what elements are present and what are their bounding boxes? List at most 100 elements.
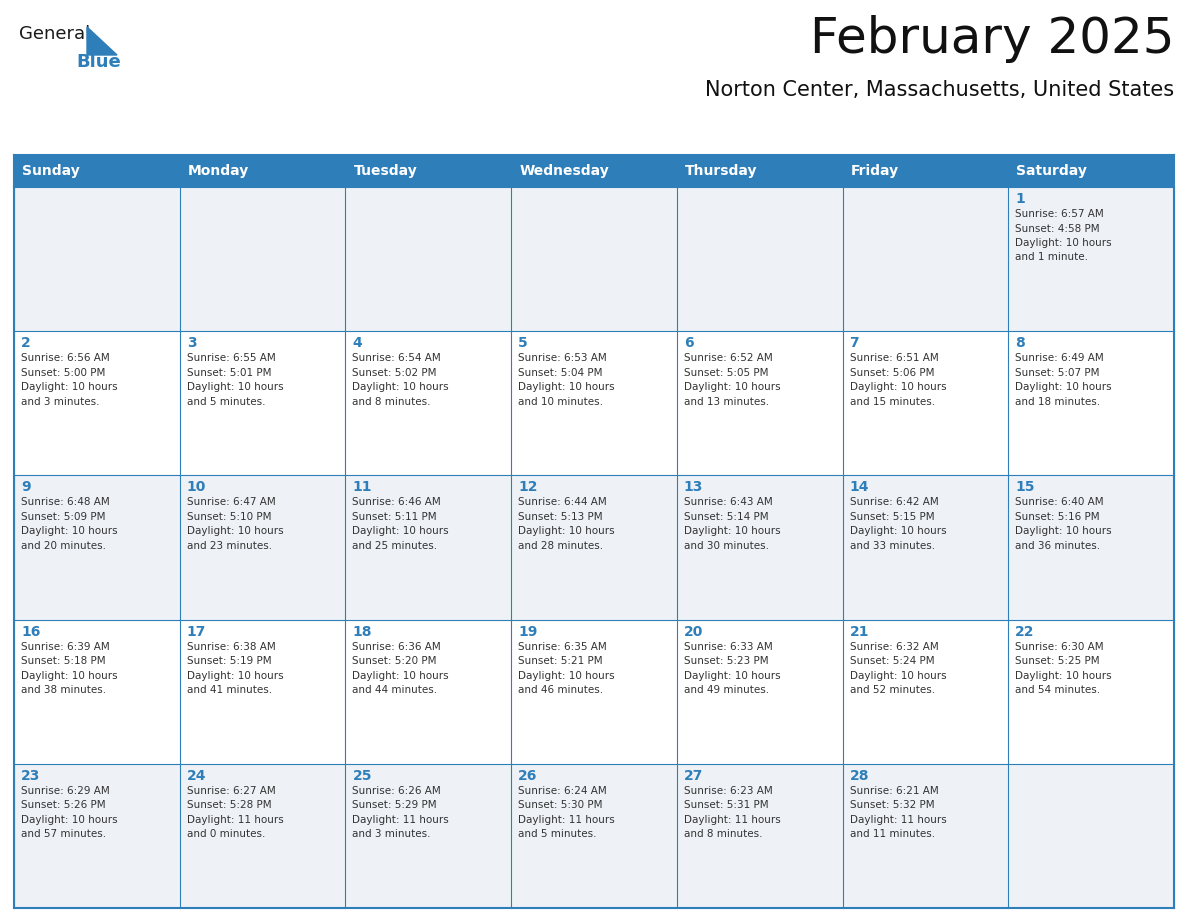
Text: Sunday: Sunday [23, 164, 80, 178]
Text: 11: 11 [353, 480, 372, 495]
Text: 12: 12 [518, 480, 538, 495]
Text: Daylight: 11 hours: Daylight: 11 hours [187, 815, 284, 824]
Text: 17: 17 [187, 624, 206, 639]
Text: 15: 15 [1016, 480, 1035, 495]
Bar [346, 620, 511, 764]
Text: and 41 minutes.: and 41 minutes. [187, 685, 272, 695]
Text: Sunset: 5:26 PM: Sunset: 5:26 PM [21, 800, 106, 811]
Text: 23: 23 [21, 768, 40, 783]
Text: Daylight: 10 hours: Daylight: 10 hours [1016, 382, 1112, 392]
Text: Sunset: 5:16 PM: Sunset: 5:16 PM [1016, 512, 1100, 522]
Text: February 2025: February 2025 [809, 15, 1174, 63]
Text: and 10 minutes.: and 10 minutes. [518, 397, 604, 407]
Bar [179, 476, 346, 620]
Bar [842, 764, 1009, 908]
Text: Daylight: 10 hours: Daylight: 10 hours [518, 526, 614, 536]
Text: Daylight: 10 hours: Daylight: 10 hours [21, 815, 118, 824]
Text: 25: 25 [353, 768, 372, 783]
Text: and 20 minutes.: and 20 minutes. [21, 541, 106, 551]
Text: Daylight: 10 hours: Daylight: 10 hours [187, 671, 284, 680]
Bar [14, 764, 179, 908]
Text: Sunset: 5:04 PM: Sunset: 5:04 PM [518, 368, 602, 377]
Text: and 46 minutes.: and 46 minutes. [518, 685, 604, 695]
Text: and 38 minutes.: and 38 minutes. [21, 685, 106, 695]
Bar [14, 620, 179, 764]
Bar [14, 187, 179, 331]
Text: Sunrise: 6:27 AM: Sunrise: 6:27 AM [187, 786, 276, 796]
Text: Sunset: 5:13 PM: Sunset: 5:13 PM [518, 512, 602, 522]
Bar [511, 331, 677, 476]
Bar [346, 187, 511, 331]
Text: Sunset: 5:06 PM: Sunset: 5:06 PM [849, 368, 934, 377]
Text: 19: 19 [518, 624, 537, 639]
Bar [179, 187, 346, 331]
Text: Sunrise: 6:55 AM: Sunrise: 6:55 AM [187, 353, 276, 364]
Text: 5: 5 [518, 336, 527, 350]
Text: Sunrise: 6:35 AM: Sunrise: 6:35 AM [518, 642, 607, 652]
Text: Daylight: 10 hours: Daylight: 10 hours [353, 382, 449, 392]
Text: Sunrise: 6:24 AM: Sunrise: 6:24 AM [518, 786, 607, 796]
Text: Saturday: Saturday [1016, 164, 1087, 178]
Text: 1: 1 [1016, 192, 1025, 206]
Text: and 1 minute.: and 1 minute. [1016, 252, 1088, 263]
Bar [14, 155, 1174, 187]
Text: Daylight: 10 hours: Daylight: 10 hours [849, 671, 946, 680]
Bar [1009, 331, 1174, 476]
Text: and 25 minutes.: and 25 minutes. [353, 541, 437, 551]
Text: Sunrise: 6:40 AM: Sunrise: 6:40 AM [1016, 498, 1104, 508]
Text: and 3 minutes.: and 3 minutes. [21, 397, 100, 407]
Bar [1009, 187, 1174, 331]
Text: and 8 minutes.: and 8 minutes. [684, 829, 763, 839]
Text: and 57 minutes.: and 57 minutes. [21, 829, 106, 839]
Text: Sunset: 5:24 PM: Sunset: 5:24 PM [849, 656, 934, 666]
Text: 16: 16 [21, 624, 40, 639]
Bar [179, 764, 346, 908]
Bar [511, 187, 677, 331]
Text: Blue: Blue [76, 53, 121, 71]
Text: Sunset: 5:28 PM: Sunset: 5:28 PM [187, 800, 271, 811]
Text: 13: 13 [684, 480, 703, 495]
Text: Wednesday: Wednesday [519, 164, 609, 178]
Bar [842, 620, 1009, 764]
Text: Daylight: 10 hours: Daylight: 10 hours [1016, 238, 1112, 248]
Bar [1009, 764, 1174, 908]
Bar [14, 331, 179, 476]
Text: Daylight: 10 hours: Daylight: 10 hours [518, 671, 614, 680]
Text: Daylight: 10 hours: Daylight: 10 hours [21, 671, 118, 680]
Bar [346, 331, 511, 476]
Text: Daylight: 10 hours: Daylight: 10 hours [849, 526, 946, 536]
Bar [677, 331, 842, 476]
Text: Daylight: 10 hours: Daylight: 10 hours [21, 526, 118, 536]
Bar [511, 476, 677, 620]
Text: 18: 18 [353, 624, 372, 639]
Text: Sunrise: 6:48 AM: Sunrise: 6:48 AM [21, 498, 109, 508]
Text: Sunrise: 6:56 AM: Sunrise: 6:56 AM [21, 353, 109, 364]
Text: Tuesday: Tuesday [353, 164, 417, 178]
Text: and 13 minutes.: and 13 minutes. [684, 397, 769, 407]
Text: and 15 minutes.: and 15 minutes. [849, 397, 935, 407]
Text: Sunset: 5:00 PM: Sunset: 5:00 PM [21, 368, 106, 377]
Text: and 23 minutes.: and 23 minutes. [187, 541, 272, 551]
Text: 3: 3 [187, 336, 196, 350]
Bar [677, 187, 842, 331]
Bar [511, 764, 677, 908]
Text: 26: 26 [518, 768, 537, 783]
Text: Sunset: 5:18 PM: Sunset: 5:18 PM [21, 656, 106, 666]
Text: General: General [19, 25, 90, 43]
Text: Friday: Friday [851, 164, 898, 178]
Text: Sunset: 5:07 PM: Sunset: 5:07 PM [1016, 368, 1100, 377]
Bar [511, 620, 677, 764]
Text: Sunrise: 6:21 AM: Sunrise: 6:21 AM [849, 786, 939, 796]
Bar [677, 764, 842, 908]
Text: and 0 minutes.: and 0 minutes. [187, 829, 265, 839]
Text: Sunrise: 6:57 AM: Sunrise: 6:57 AM [1016, 209, 1104, 219]
Text: 9: 9 [21, 480, 31, 495]
Text: Sunset: 5:20 PM: Sunset: 5:20 PM [353, 656, 437, 666]
Text: 6: 6 [684, 336, 694, 350]
Text: Sunset: 5:29 PM: Sunset: 5:29 PM [353, 800, 437, 811]
Polygon shape [87, 27, 116, 55]
Bar [179, 331, 346, 476]
Text: Sunset: 5:19 PM: Sunset: 5:19 PM [187, 656, 271, 666]
Text: Sunrise: 6:46 AM: Sunrise: 6:46 AM [353, 498, 441, 508]
Text: Daylight: 10 hours: Daylight: 10 hours [353, 671, 449, 680]
